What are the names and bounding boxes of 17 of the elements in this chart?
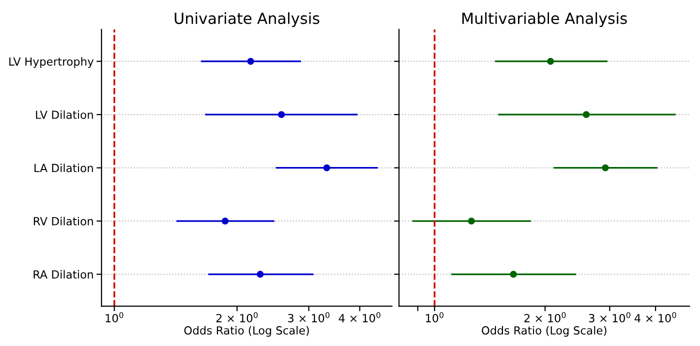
x-axis-title: Odds Ratio (Log Scale) (482, 326, 606, 337)
x-tick-label: 2 × 10$^{0}$ (216, 312, 258, 322)
x-tick-label: 2 × 10$^{0}$ (524, 312, 566, 322)
y-tick-label: RV Dilation (34, 216, 93, 226)
x-tick-label: 3 × 10$^{0}$ (288, 312, 330, 322)
y-tick-label: RA Dilation (34, 270, 93, 279)
x-tick-label: 4 × 10$^{0}$ (338, 312, 380, 322)
x-tick-label: 10$^{0}$ (106, 312, 124, 322)
x-tick-label: 10$^{0}$ (426, 312, 444, 322)
y-tick-label: LV Dilation (36, 110, 93, 119)
x-tick-label: 4 × 10$^{0}$ (634, 312, 676, 322)
y-tick-label: LV Hypertrophy (9, 57, 94, 68)
chart-title: Univariate Analysis (174, 12, 320, 28)
y-tick-label: LA Dilation (34, 164, 93, 172)
chart-title: Multivariable Analysis (462, 12, 627, 28)
x-tick-label: 3 × 10$^{0}$ (589, 312, 630, 322)
x-axis-title: Odds Ratio (Log Scale) (184, 326, 309, 337)
